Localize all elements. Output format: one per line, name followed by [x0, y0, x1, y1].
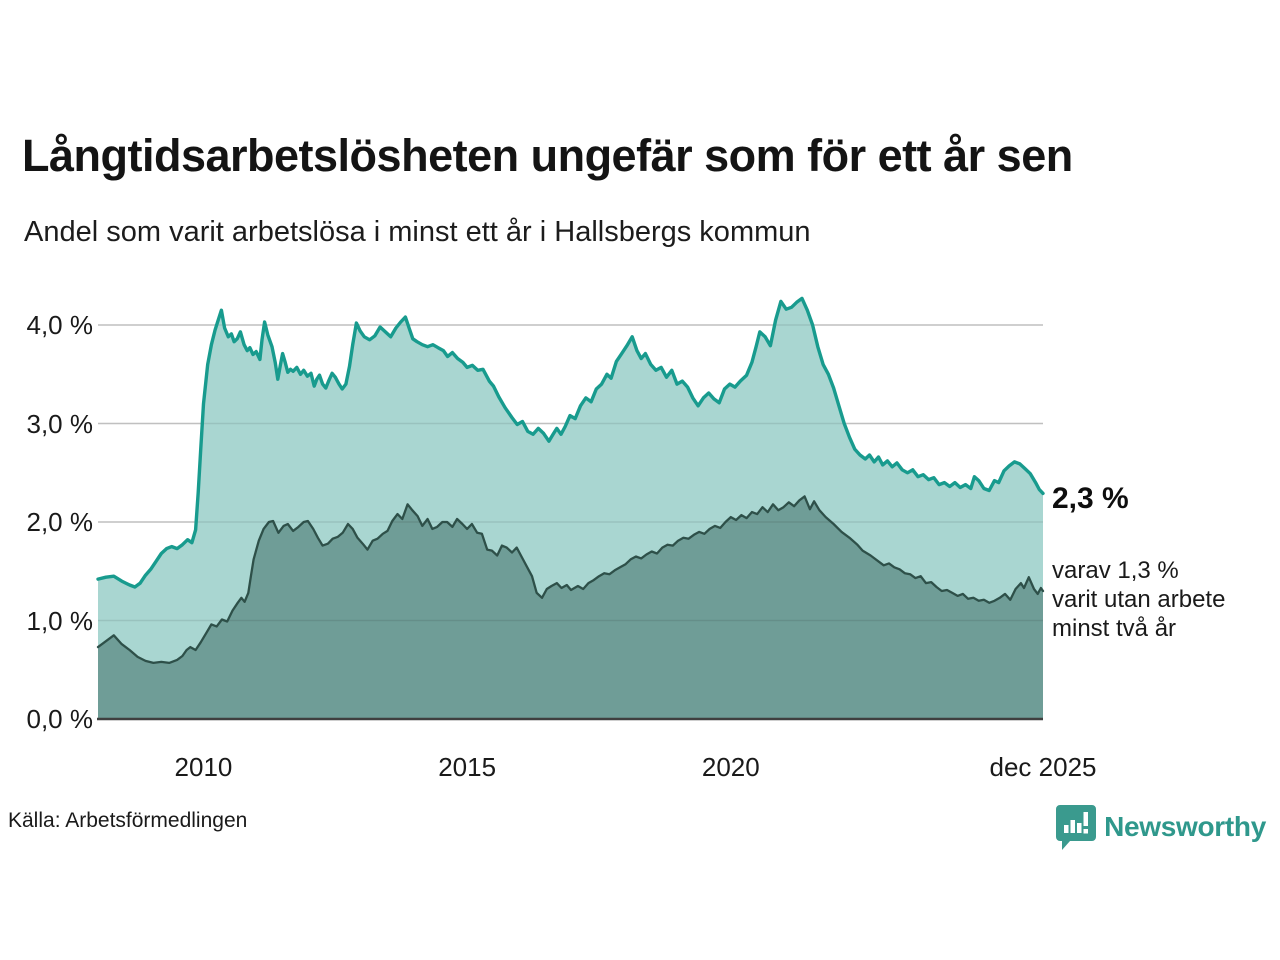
x-tick-label: dec 2025 — [989, 752, 1097, 782]
page-subtitle: Andel som varit arbetslösa i minst ett å… — [24, 216, 811, 248]
page-title-wrap: Långtidsarbetslösheten ungefär som för e… — [0, 130, 1280, 182]
newsworthy-logo: Newsworthy — [1056, 802, 1266, 852]
x-tick-label: 2015 — [438, 752, 497, 782]
latest-value-label: 2,3 % — [1052, 482, 1129, 515]
secondary-series-note: varav 1,3 % varit utan arbete minst två … — [1052, 556, 1225, 643]
series-line-1 — [96, 296, 1045, 589]
y-tick-label: 0,0 % — [26, 704, 94, 734]
secondary-note-line2: varit utan arbete — [1052, 586, 1226, 613]
secondary-note-line3: minst två år — [1052, 615, 1177, 642]
x-tick-label: 2010 — [174, 752, 233, 782]
series-area-2 — [98, 496, 1043, 719]
secondary-note-line1: varav 1,3 % — [1052, 557, 1179, 584]
y-tick-label: 1,0 % — [26, 605, 94, 636]
bar-chart-speech-bubble-icon — [1056, 805, 1097, 850]
series-line-2 — [96, 495, 1045, 665]
x-tick-label: 2020 — [701, 752, 760, 782]
y-tick-label: 2,0 % — [26, 507, 94, 537]
newsworthy-wordmark: Newsworthy — [1104, 811, 1266, 842]
y-tick-label: 3,0 % — [26, 408, 94, 439]
page-title: Långtidsarbetslösheten ungefär som för e… — [22, 130, 1073, 181]
y-tick-label: 4,0 % — [26, 310, 94, 340]
source-credit: Källa: Arbetsförmedlingen — [8, 809, 248, 832]
